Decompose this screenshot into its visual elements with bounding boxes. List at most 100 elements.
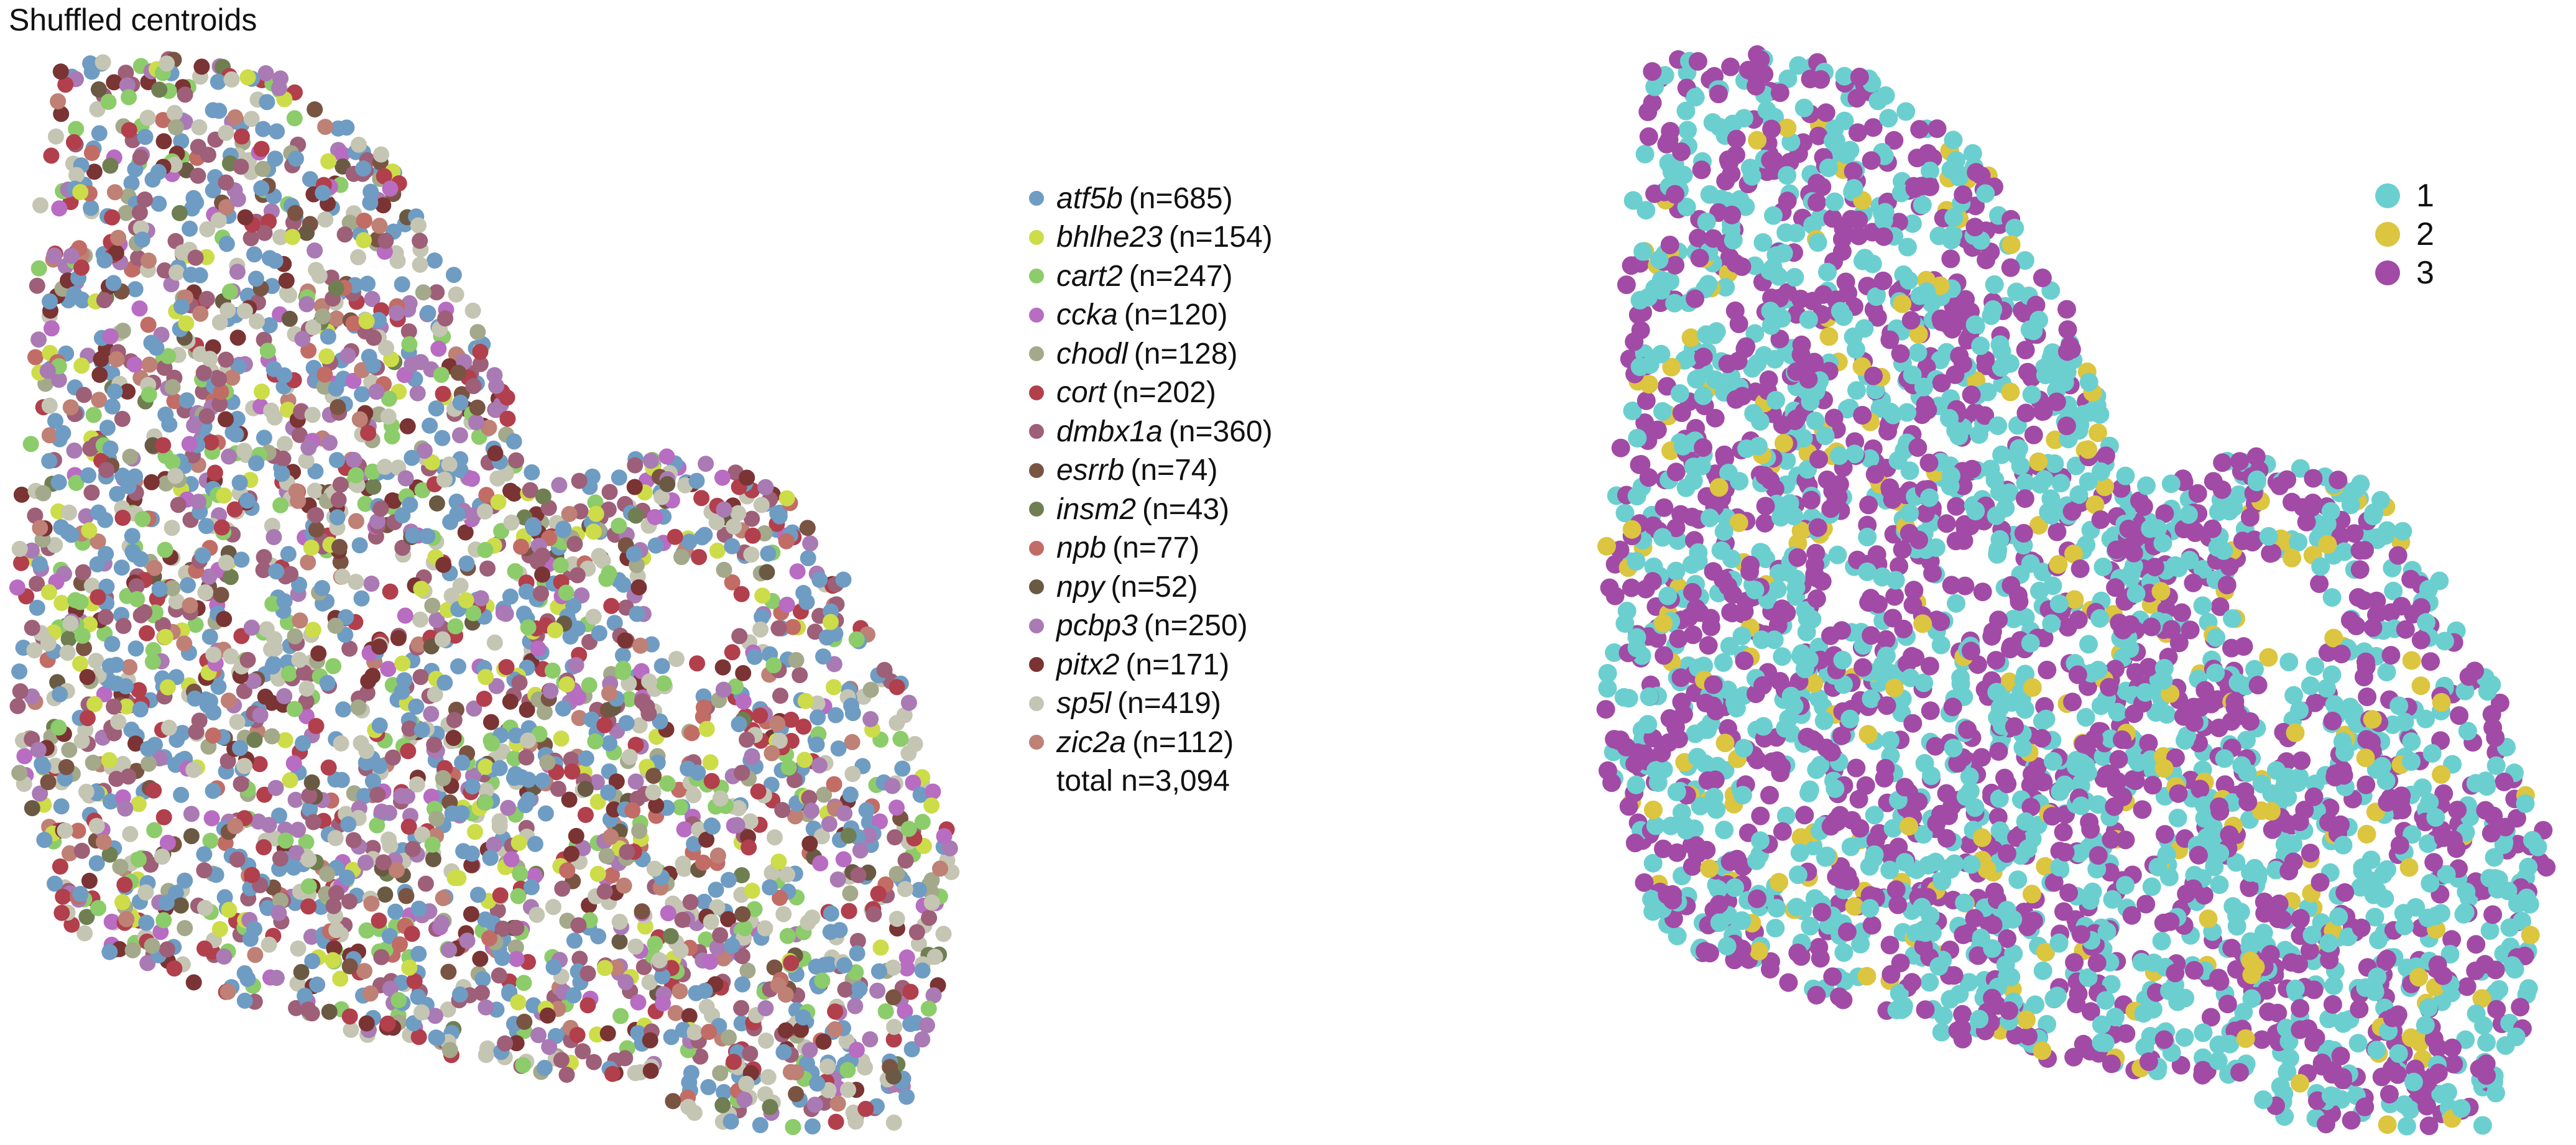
data-point-atf5b <box>231 474 248 491</box>
data-point-atf5b <box>653 658 670 674</box>
data-point-dmbx1a <box>511 674 528 691</box>
data-point-cort <box>73 259 90 276</box>
data-point-pcbp3 <box>78 508 95 525</box>
data-point-atf5b <box>328 452 345 469</box>
data-point-atf5b <box>53 798 70 815</box>
cluster-point-3 <box>1812 903 1832 922</box>
data-point-atf5b <box>413 722 430 738</box>
data-point-pcbp3 <box>884 778 901 794</box>
data-point-insm2 <box>102 157 119 174</box>
data-point-pcbp3 <box>229 191 246 208</box>
data-point-bhlhe23 <box>413 581 430 597</box>
cluster-point-1 <box>1862 689 1881 709</box>
data-point-npy <box>172 897 189 914</box>
data-point-cart2 <box>384 428 400 444</box>
data-point-sp5l <box>489 470 506 487</box>
data-point-atf5b <box>148 339 165 356</box>
data-point-zic2a <box>50 93 67 109</box>
data-point-chodl <box>673 549 690 566</box>
cluster-point-1 <box>2422 744 2442 763</box>
data-point-dmbx1a <box>372 500 389 517</box>
data-point-pitx2 <box>777 1022 794 1039</box>
data-point-bhlhe23 <box>277 732 293 748</box>
data-point-sp5l <box>434 631 451 648</box>
data-point-atf5b <box>205 102 221 119</box>
data-point-atf5b <box>449 505 466 522</box>
data-point-cort <box>498 659 515 676</box>
data-point-atf5b <box>464 778 481 794</box>
data-point-dmbx1a <box>301 788 318 804</box>
data-point-sp5l <box>738 1075 755 1092</box>
cluster-point-3 <box>2057 300 2076 319</box>
cluster-point-3 <box>2304 469 2323 488</box>
data-point-atf5b <box>716 1083 732 1100</box>
data-point-dmbx1a <box>446 712 463 729</box>
data-point-atf5b <box>150 195 167 212</box>
data-point-zic2a <box>787 808 803 825</box>
figure-title: Shuffled centroids <box>9 2 257 37</box>
data-point-pcbp3 <box>245 673 262 689</box>
data-point-atf5b <box>724 937 741 954</box>
cluster-point-3 <box>1988 807 2008 827</box>
cluster-point-3 <box>1889 213 1908 232</box>
data-point-atf5b <box>746 648 763 665</box>
data-point-chodl <box>712 1065 729 1082</box>
data-point-insm2 <box>172 205 188 221</box>
data-point-ccka <box>835 851 852 868</box>
data-point-sp5l <box>885 1115 902 1131</box>
cluster-point-1 <box>2108 702 2127 722</box>
data-point-ccka <box>508 950 525 967</box>
data-point-sp5l <box>757 1086 773 1103</box>
data-point-esrrb <box>788 1086 805 1102</box>
data-point-atf5b <box>760 545 777 562</box>
data-point-atf5b <box>356 788 372 804</box>
data-point-atf5b <box>113 559 130 576</box>
data-point-sp5l <box>478 1047 494 1064</box>
data-point-dmbx1a <box>114 410 131 427</box>
data-point-dmbx1a <box>12 683 29 700</box>
data-point-cort <box>57 76 74 93</box>
data-point-npb <box>695 854 711 871</box>
cluster-point-1 <box>1676 101 1696 121</box>
data-point-atf5b <box>494 950 510 967</box>
data-point-cort <box>166 960 183 977</box>
cluster-point-1 <box>1960 767 1979 786</box>
data-point-sp5l <box>218 554 234 571</box>
data-point-ccka <box>778 596 795 613</box>
data-point-atf5b <box>302 801 318 817</box>
data-point-sp5l <box>757 920 773 937</box>
data-point-dmbx1a <box>132 149 149 166</box>
data-point-atf5b <box>601 735 617 752</box>
data-point-bhlhe23 <box>130 796 147 812</box>
cluster-point-1 <box>1903 214 1922 233</box>
data-point-pcbp3 <box>568 657 584 673</box>
data-point-pitx2 <box>502 482 519 499</box>
data-point-bhlhe23 <box>478 669 494 686</box>
data-point-pitx2 <box>739 469 755 486</box>
data-point-pcbp3 <box>801 1042 818 1059</box>
data-point-cort <box>752 707 769 724</box>
data-point-atf5b <box>187 690 203 707</box>
data-point-cort <box>569 1027 586 1043</box>
data-point-sp5l <box>771 732 788 749</box>
data-point-cart2 <box>390 991 407 1008</box>
data-point-atf5b <box>319 674 336 691</box>
data-point-zic2a <box>118 911 135 927</box>
cluster-point-3 <box>2487 1000 2506 1019</box>
data-point-zic2a <box>41 427 58 444</box>
data-point-atf5b <box>239 492 256 509</box>
cluster-point-2 <box>1857 967 1877 986</box>
data-point-pitx2 <box>375 197 392 214</box>
cluster-point-1 <box>1753 233 1773 252</box>
data-point-zic2a <box>247 947 264 963</box>
cluster-point-1 <box>1615 504 1635 523</box>
data-point-dmbx1a <box>426 737 443 753</box>
cluster-point-3 <box>1817 470 1837 489</box>
data-point-atf5b <box>35 758 52 775</box>
data-point-atf5b <box>88 855 105 871</box>
cluster-point-3 <box>2229 706 2248 725</box>
data-point-sp5l <box>668 651 685 668</box>
data-point-dmbx1a <box>586 1054 602 1070</box>
cluster-point-2 <box>2046 430 2065 449</box>
data-point-pcbp3 <box>46 247 63 264</box>
